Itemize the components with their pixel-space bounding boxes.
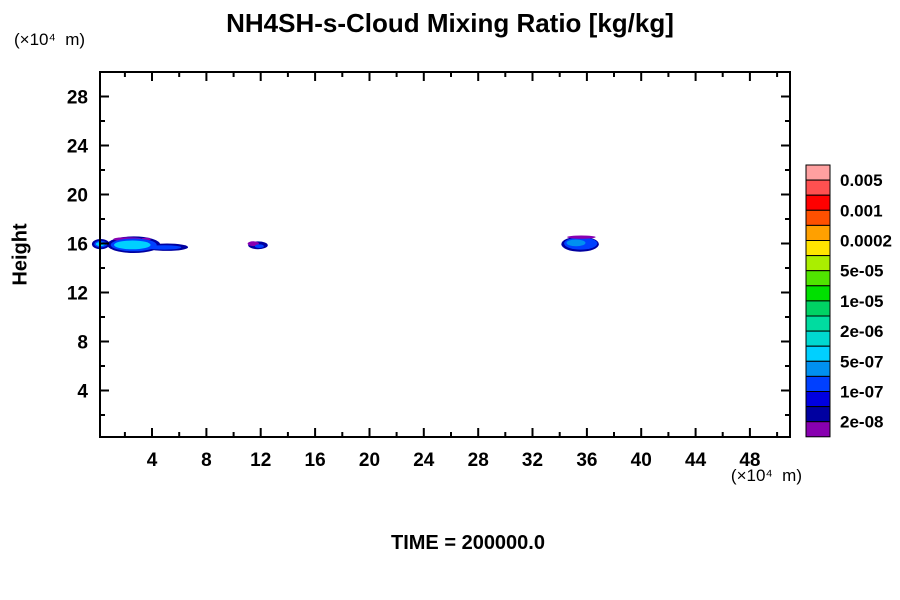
cloud-region	[147, 245, 182, 250]
cloud-region	[247, 241, 259, 247]
colorbar-cell	[805, 164, 831, 181]
cloud-region	[254, 244, 264, 248]
colorbar-label: 1e-05	[840, 292, 883, 311]
x-tick-label: 20	[359, 450, 380, 471]
x-tick-label: 8	[201, 450, 212, 471]
colorbar: 0.005 0.001 0.0002 5e-05 1e-05 2e-06 5e-07 1e-0…	[805, 164, 892, 438]
colorbar-label: 5e-05	[840, 262, 883, 281]
x-tick-label: 36	[576, 450, 597, 471]
colorbar-cell	[805, 345, 831, 362]
colorbar-cell	[805, 315, 831, 332]
y-axis-unit-label: (×10⁴ m)	[14, 30, 86, 49]
colorbar-cell	[805, 255, 831, 272]
colorbar-label: 5e-07	[840, 352, 883, 371]
x-tick-label: 16	[305, 450, 326, 471]
plot-frame	[99, 71, 791, 438]
y-tick-label: 4	[77, 382, 88, 403]
x-tick-label: 44	[685, 450, 707, 471]
y-tick-label: 16	[67, 235, 88, 256]
colorbar-cell	[805, 179, 831, 196]
x-tick-label: 12	[250, 450, 271, 471]
cloud-region	[114, 240, 151, 250]
y-tick-label: 8	[77, 333, 88, 354]
colorbar-label: 2e-08	[840, 413, 883, 432]
colorbar-cell	[805, 285, 831, 302]
colorbar-label: 1e-07	[840, 383, 883, 402]
colorbar-cell	[805, 270, 831, 287]
colorbar-cell	[805, 360, 831, 377]
x-tick-label: 48	[739, 450, 760, 471]
y-tick-label: 24	[67, 137, 89, 158]
time-stamp-label: TIME = 200000.0	[391, 532, 545, 554]
colorbar-label: 0.0002	[840, 232, 892, 251]
x-tick-label: 4	[147, 450, 158, 471]
x-tick-label: 40	[631, 450, 652, 471]
x-tick-label: 28	[468, 450, 489, 471]
plot-border	[99, 71, 791, 438]
colorbar-label: 0.001	[840, 201, 883, 220]
colorbar-cell	[805, 406, 831, 423]
colorbar-cell	[805, 194, 831, 211]
colorbar-cell	[805, 240, 831, 257]
y-tick-label: 28	[67, 88, 88, 109]
x-axis-unit-label: (×10⁴ m)	[730, 466, 802, 485]
colorbar-cell	[805, 224, 831, 241]
colorbar-cell	[805, 330, 831, 347]
y-tick-label: 20	[67, 186, 88, 207]
colorbar-label: 2e-06	[840, 322, 883, 341]
cloud-region	[567, 235, 596, 239]
chart-title: NH4SH-s-Cloud Mixing Ratio [kg/kg]	[226, 8, 674, 38]
cloud-shaded-regions	[91, 235, 599, 253]
colorbar-cell	[805, 391, 831, 408]
colorbar-cell	[805, 300, 831, 317]
colorbar-cell	[805, 421, 831, 438]
x-tick-label: 24	[413, 450, 435, 471]
cloud-region	[566, 239, 586, 247]
colorbar-cell	[805, 375, 831, 392]
colorbar-label: 0.005	[840, 171, 883, 190]
x-tick-label: 32	[522, 450, 543, 471]
y-tick-label: 12	[67, 284, 88, 305]
axis-ticks	[100, 72, 790, 437]
colorbar-cell	[805, 209, 831, 226]
